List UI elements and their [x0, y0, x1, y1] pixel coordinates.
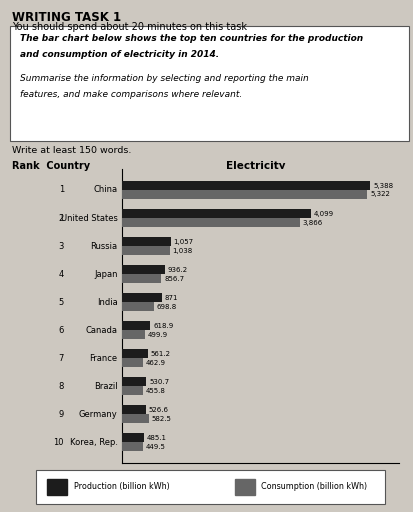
Bar — [122, 349, 148, 358]
Bar — [122, 209, 311, 218]
Text: 7: 7 — [59, 354, 64, 362]
Text: Russia: Russia — [90, 242, 118, 250]
Text: The bar chart below shows the top ten countries for the production: The bar chart below shows the top ten co… — [20, 34, 363, 44]
Text: France: France — [90, 354, 118, 362]
Bar — [122, 181, 370, 190]
Bar — [122, 442, 142, 451]
Text: 485.1: 485.1 — [147, 435, 167, 441]
Text: 698.8: 698.8 — [157, 304, 177, 310]
Text: Brazil: Brazil — [94, 382, 118, 391]
Text: 618.9: 618.9 — [153, 323, 173, 329]
Text: and consumption of electricity in 2014.: and consumption of electricity in 2014. — [20, 50, 219, 59]
Text: 5,388: 5,388 — [373, 182, 393, 188]
Text: 582.5: 582.5 — [152, 416, 171, 422]
Text: 4,099: 4,099 — [313, 210, 334, 217]
Text: 526.6: 526.6 — [149, 407, 169, 413]
Bar — [235, 479, 255, 495]
Text: 8: 8 — [59, 382, 64, 391]
Bar — [122, 265, 165, 274]
Text: Germany: Germany — [79, 410, 118, 419]
Text: 5: 5 — [59, 297, 64, 307]
Text: Canada: Canada — [86, 326, 118, 335]
Bar — [122, 274, 161, 283]
Text: Rank  Country: Rank Country — [12, 161, 90, 171]
Bar — [122, 237, 171, 246]
Bar — [122, 246, 170, 255]
Text: 936.2: 936.2 — [168, 267, 188, 272]
Bar — [47, 479, 67, 495]
Text: India: India — [97, 297, 118, 307]
Text: 4: 4 — [59, 270, 64, 279]
Text: Production (billion kWh): Production (billion kWh) — [74, 482, 169, 492]
Bar — [122, 414, 149, 423]
Text: 499.9: 499.9 — [148, 332, 168, 338]
Text: WRITING TASK 1: WRITING TASK 1 — [12, 11, 121, 24]
Text: 1,057: 1,057 — [173, 239, 193, 245]
Text: Electricity: Electricity — [226, 161, 286, 171]
Text: 871: 871 — [165, 294, 178, 301]
Text: 561.2: 561.2 — [150, 351, 171, 357]
Text: 3,866: 3,866 — [303, 220, 323, 225]
Bar — [122, 321, 150, 330]
FancyBboxPatch shape — [10, 26, 409, 141]
Text: 9: 9 — [59, 410, 64, 419]
Bar — [122, 190, 367, 199]
Bar — [122, 386, 143, 395]
Text: 462.9: 462.9 — [146, 360, 166, 366]
FancyBboxPatch shape — [36, 470, 385, 504]
Bar — [122, 302, 154, 311]
Bar — [122, 377, 146, 386]
Text: 1,038: 1,038 — [173, 247, 193, 253]
Text: 3: 3 — [59, 242, 64, 250]
Text: 6: 6 — [59, 326, 64, 335]
Text: Japan: Japan — [94, 270, 118, 279]
Text: 10: 10 — [54, 438, 64, 447]
Text: 5,322: 5,322 — [370, 191, 390, 198]
Text: 856.7: 856.7 — [164, 275, 184, 282]
Text: 455.8: 455.8 — [146, 388, 166, 394]
Text: features, and make comparisons where relevant.: features, and make comparisons where rel… — [20, 90, 242, 99]
Bar — [122, 358, 143, 367]
Bar — [122, 293, 162, 302]
Text: China: China — [94, 185, 118, 195]
Text: United States: United States — [61, 214, 118, 223]
Bar — [122, 218, 300, 227]
Text: 1: 1 — [59, 185, 64, 195]
Text: Korea, Rep.: Korea, Rep. — [70, 438, 118, 447]
Bar — [122, 433, 144, 442]
Text: 2: 2 — [59, 214, 64, 223]
Text: 530.7: 530.7 — [149, 379, 169, 385]
Text: Consumption (billion kWh): Consumption (billion kWh) — [261, 482, 368, 492]
Bar — [122, 406, 146, 414]
Text: Summarise the information by selecting and reporting the main: Summarise the information by selecting a… — [20, 74, 309, 83]
Text: Write at least 150 words.: Write at least 150 words. — [12, 146, 132, 155]
Bar — [122, 330, 145, 339]
Text: 449.5: 449.5 — [145, 444, 165, 450]
Text: You should spend about 20 minutes on this task: You should spend about 20 minutes on thi… — [12, 22, 247, 32]
